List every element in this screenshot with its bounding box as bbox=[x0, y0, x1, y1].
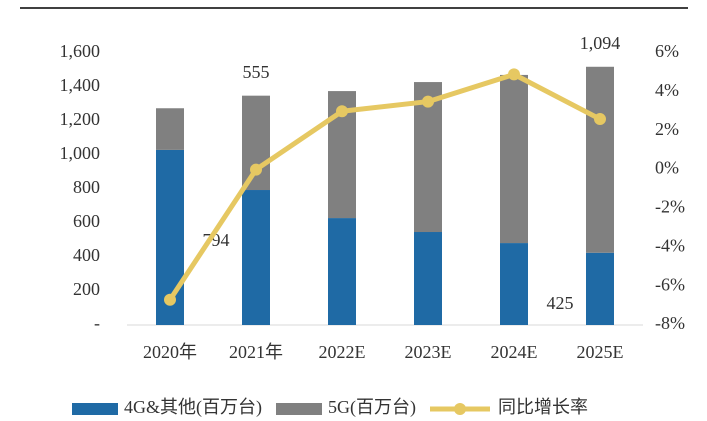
bar-segment bbox=[414, 232, 442, 325]
data-label: 555 bbox=[243, 62, 270, 82]
bar-segment bbox=[586, 66, 614, 253]
y2-tick-label: -4% bbox=[655, 235, 685, 255]
y2-tick-label: -6% bbox=[655, 274, 685, 294]
growth-point bbox=[594, 113, 606, 126]
growth-point bbox=[164, 293, 176, 306]
x-tick-label: 2023E bbox=[405, 342, 452, 362]
x-tick-label: 2021年 bbox=[229, 342, 283, 362]
y2-tick-label: 6% bbox=[655, 41, 679, 61]
y-tick-label: 400 bbox=[73, 245, 100, 265]
growth-point bbox=[336, 105, 348, 118]
y2-tick-label: -2% bbox=[655, 197, 685, 217]
growth-line bbox=[167, 71, 602, 302]
x-tick-label: 2020年 bbox=[143, 342, 197, 362]
growth-point bbox=[422, 95, 434, 108]
x-tick-label: 2025E bbox=[577, 342, 624, 362]
bar-segment bbox=[586, 252, 614, 325]
bar-segment bbox=[156, 108, 184, 150]
data-label: 425 bbox=[547, 293, 574, 313]
data-label: 794 bbox=[203, 230, 230, 250]
x-tick-label: 2024E bbox=[491, 342, 538, 362]
y2-tick-label: 4% bbox=[655, 80, 679, 100]
legend-label: 5G(百万台) bbox=[328, 397, 416, 418]
legend-swatch bbox=[276, 403, 322, 415]
growth-point bbox=[508, 68, 520, 81]
legend-marker bbox=[454, 403, 466, 415]
bar-segment bbox=[242, 95, 270, 191]
y-tick-label: 1,400 bbox=[60, 75, 101, 95]
y-tick-label: 1,200 bbox=[60, 109, 101, 129]
legend-label: 同比增长率 bbox=[498, 397, 588, 417]
bar-segment bbox=[500, 243, 528, 325]
bar-segment bbox=[500, 74, 528, 244]
y2-tick-label: 2% bbox=[655, 119, 679, 139]
y-tick-label: - bbox=[94, 313, 100, 333]
bar-segment bbox=[328, 218, 356, 325]
legend-swatch bbox=[72, 403, 118, 415]
x-tick-label: 2022E bbox=[319, 342, 366, 362]
y-tick-label: 200 bbox=[73, 279, 100, 299]
legend-label: 4G&其他(百万台) bbox=[124, 397, 262, 418]
y-tick-label: 1,600 bbox=[60, 41, 101, 61]
y2-tick-label: -8% bbox=[655, 313, 685, 333]
data-label: 1,094 bbox=[580, 33, 621, 53]
y-tick-label: 1,000 bbox=[60, 143, 101, 163]
y2-tick-label: 0% bbox=[655, 158, 679, 178]
y-tick-label: 600 bbox=[73, 211, 100, 231]
y-tick-label: 800 bbox=[73, 177, 100, 197]
bar-segment bbox=[242, 190, 270, 325]
growth-point bbox=[250, 163, 262, 176]
